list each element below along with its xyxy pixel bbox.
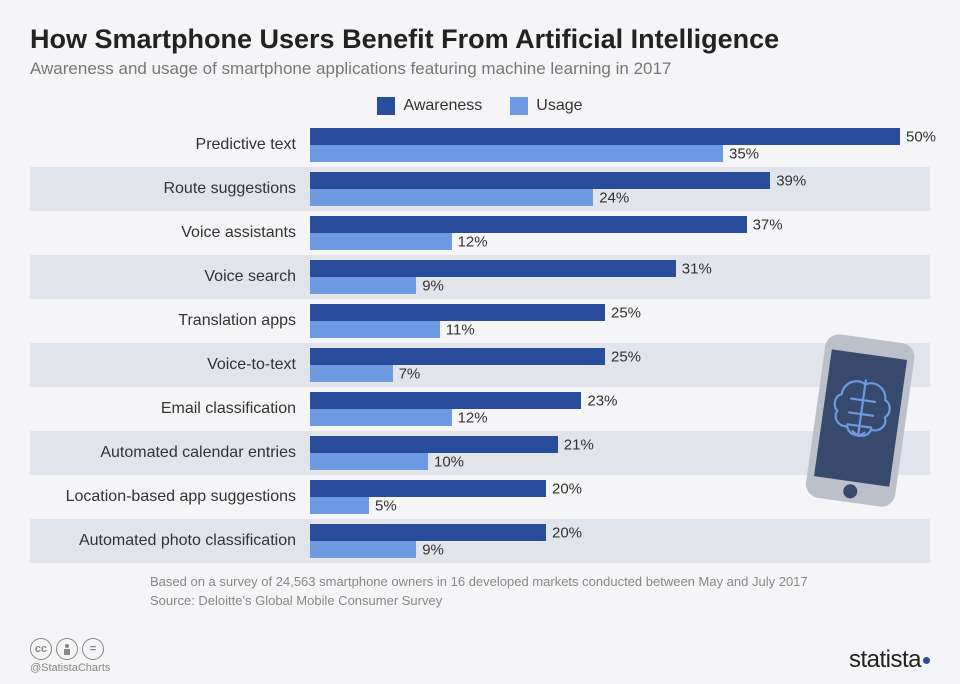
awareness-value: 25% bbox=[605, 348, 641, 365]
category-label: Translation apps bbox=[30, 312, 310, 330]
usage-bar: 5% bbox=[310, 497, 369, 514]
footnote: Based on a survey of 24,563 smartphone o… bbox=[150, 573, 930, 591]
row-bars: 20%9% bbox=[310, 519, 930, 563]
usage-value: 11% bbox=[440, 321, 475, 338]
usage-value: 10% bbox=[428, 453, 464, 470]
cc-by-icon bbox=[56, 638, 78, 660]
awareness-value: 39% bbox=[770, 172, 806, 189]
usage-value: 7% bbox=[393, 365, 421, 382]
category-label: Location-based app suggestions bbox=[30, 488, 310, 506]
chart-row: Route suggestions39%24% bbox=[30, 167, 930, 211]
usage-value: 12% bbox=[452, 233, 488, 250]
row-bars: 50%35% bbox=[310, 123, 930, 167]
usage-value: 9% bbox=[416, 277, 444, 294]
row-bars: 39%24% bbox=[310, 167, 930, 211]
usage-bar: 7% bbox=[310, 365, 393, 382]
footer: cc = @StatistaCharts statista bbox=[30, 638, 930, 674]
row-bars: 37%12% bbox=[310, 211, 930, 255]
attribution-handle: @StatistaCharts bbox=[30, 662, 110, 674]
chart-row: Translation apps25%11% bbox=[30, 299, 930, 343]
phone-ai-icon bbox=[800, 330, 920, 515]
source: Source: Deloitte's Global Mobile Consume… bbox=[150, 593, 930, 608]
chart-row: Automated calendar entries21%10% bbox=[30, 431, 930, 475]
chart-row: Voice-to-text25%7% bbox=[30, 343, 930, 387]
cc-nd-icon: = bbox=[82, 638, 104, 660]
chart-row: Automated photo classification20%9% bbox=[30, 519, 930, 563]
category-label: Email classification bbox=[30, 400, 310, 418]
statista-logo: statista bbox=[849, 646, 930, 674]
usage-bar: 35% bbox=[310, 145, 723, 162]
awareness-bar: 50% bbox=[310, 128, 900, 145]
category-label: Automated photo classification bbox=[30, 532, 310, 550]
category-label: Predictive text bbox=[30, 136, 310, 154]
awareness-bar: 20% bbox=[310, 524, 546, 541]
awareness-bar: 20% bbox=[310, 480, 546, 497]
legend-label-usage: Usage bbox=[536, 97, 582, 115]
category-label: Automated calendar entries bbox=[30, 444, 310, 462]
awareness-value: 50% bbox=[900, 128, 936, 145]
chart-row: Email classification23%12% bbox=[30, 387, 930, 431]
chart-row: Predictive text50%35% bbox=[30, 123, 930, 167]
awareness-bar: 25% bbox=[310, 304, 605, 321]
awareness-value: 23% bbox=[581, 392, 617, 409]
usage-bar: 24% bbox=[310, 189, 593, 206]
chart-title: How Smartphone Users Benefit From Artifi… bbox=[30, 24, 930, 55]
awareness-value: 25% bbox=[605, 304, 641, 321]
cc-icons: cc = bbox=[30, 638, 110, 660]
category-label: Route suggestions bbox=[30, 180, 310, 198]
attribution: cc = @StatistaCharts bbox=[30, 638, 110, 674]
awareness-bar: 37% bbox=[310, 216, 747, 233]
usage-value: 5% bbox=[369, 497, 397, 514]
awareness-value: 20% bbox=[546, 480, 582, 497]
category-label: Voice-to-text bbox=[30, 356, 310, 374]
legend-label-awareness: Awareness bbox=[403, 97, 482, 115]
row-bars: 31%9% bbox=[310, 255, 930, 299]
usage-bar: 12% bbox=[310, 233, 452, 250]
awareness-value: 21% bbox=[558, 436, 594, 453]
legend: Awareness Usage bbox=[30, 97, 930, 115]
awareness-value: 37% bbox=[747, 216, 783, 233]
usage-bar: 9% bbox=[310, 541, 416, 558]
awareness-bar: 23% bbox=[310, 392, 581, 409]
bar-chart: Predictive text50%35%Route suggestions39… bbox=[30, 123, 930, 563]
category-label: Voice search bbox=[30, 268, 310, 286]
awareness-bar: 25% bbox=[310, 348, 605, 365]
chart-row: Location-based app suggestions20%5% bbox=[30, 475, 930, 519]
awareness-value: 31% bbox=[676, 260, 712, 277]
usage-value: 9% bbox=[416, 541, 444, 558]
awareness-value: 20% bbox=[546, 524, 582, 541]
legend-swatch-awareness bbox=[377, 97, 395, 115]
usage-value: 35% bbox=[723, 145, 759, 162]
chart-container: How Smartphone Users Benefit From Artifi… bbox=[0, 0, 960, 684]
usage-value: 24% bbox=[593, 189, 629, 206]
legend-item-usage: Usage bbox=[510, 97, 582, 115]
chart-row: Voice search31%9% bbox=[30, 255, 930, 299]
awareness-bar: 21% bbox=[310, 436, 558, 453]
usage-value: 12% bbox=[452, 409, 488, 426]
usage-bar: 11% bbox=[310, 321, 440, 338]
usage-bar: 10% bbox=[310, 453, 428, 470]
legend-swatch-usage bbox=[510, 97, 528, 115]
chart-row: Voice assistants37%12% bbox=[30, 211, 930, 255]
usage-bar: 9% bbox=[310, 277, 416, 294]
chart-subtitle: Awareness and usage of smartphone applic… bbox=[30, 59, 930, 79]
category-label: Voice assistants bbox=[30, 224, 310, 242]
logo-dot-icon bbox=[923, 657, 930, 664]
awareness-bar: 39% bbox=[310, 172, 770, 189]
awareness-bar: 31% bbox=[310, 260, 676, 277]
legend-item-awareness: Awareness bbox=[377, 97, 482, 115]
cc-icon: cc bbox=[30, 638, 52, 660]
logo-text: statista bbox=[849, 646, 921, 673]
usage-bar: 12% bbox=[310, 409, 452, 426]
